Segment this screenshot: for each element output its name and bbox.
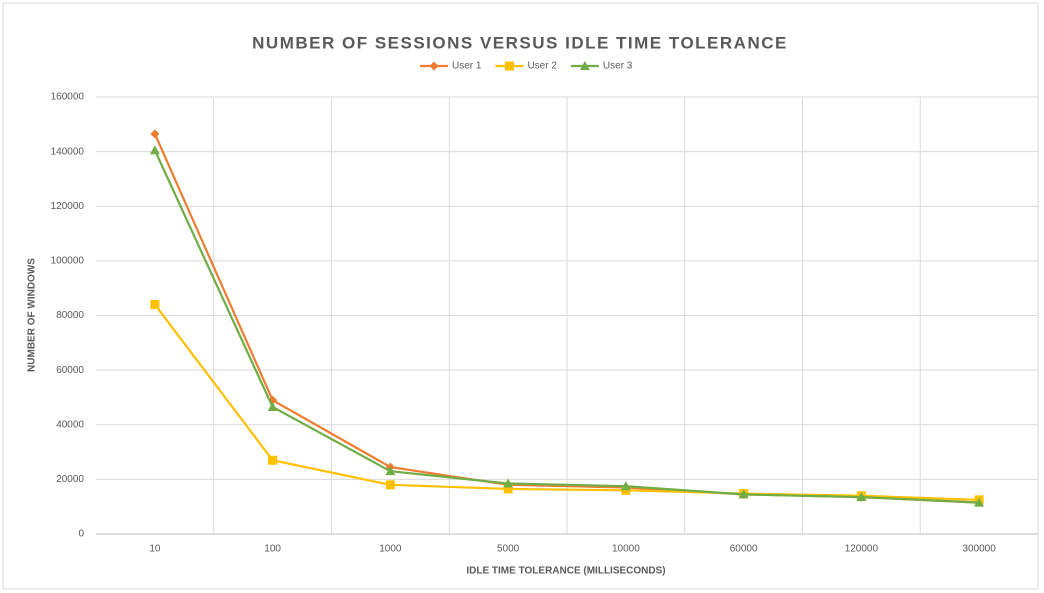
- series-line: [153, 303, 980, 501]
- y-tick-label: 100000: [51, 256, 85, 267]
- legend-label: User 3: [603, 61, 633, 72]
- y-tick-label: 120000: [51, 201, 85, 212]
- marker: [974, 497, 985, 507]
- marker: [856, 492, 867, 502]
- y-tick-label: 20000: [56, 474, 84, 485]
- marker: [150, 300, 160, 310]
- chart-title: NUMBER OF SESSIONS VERSUS IDLE TIME TOLE…: [252, 33, 788, 52]
- x-tick-label: 100: [264, 544, 281, 555]
- x-tick-label: 1000: [379, 544, 402, 555]
- marker: [267, 401, 278, 411]
- y-tick-label: 40000: [56, 419, 84, 430]
- marker: [503, 484, 513, 494]
- marker: [620, 481, 631, 491]
- marker: [385, 480, 395, 490]
- marker: [429, 61, 439, 71]
- y-tick-label: 60000: [56, 365, 84, 376]
- marker: [503, 478, 514, 488]
- y-axis-title: NUMBER OF WINDOWS: [27, 258, 38, 372]
- y-tick-label: 0: [78, 529, 84, 540]
- marker: [621, 485, 631, 495]
- marker: [385, 466, 396, 476]
- legend-label: User 2: [527, 61, 557, 72]
- x-tick-label: 300000: [962, 544, 996, 555]
- y-tick-label: 140000: [51, 146, 85, 157]
- marker: [268, 455, 278, 465]
- marker: [738, 489, 749, 499]
- legend-label: User 1: [452, 61, 482, 72]
- x-tick-label: 10000: [612, 544, 640, 555]
- y-tick-label: 160000: [51, 92, 85, 103]
- x-tick-label: 10: [149, 544, 161, 555]
- x-tick-label: 60000: [730, 544, 758, 555]
- y-tick-label: 80000: [56, 310, 84, 321]
- x-axis-title: IDLE TIME TOLERANCE (MILLISECONDS): [466, 566, 665, 577]
- marker: [579, 61, 590, 70]
- marker: [504, 61, 514, 71]
- x-tick-label: 120000: [845, 544, 879, 555]
- marker: [149, 145, 160, 155]
- x-tick-label: 5000: [497, 544, 520, 555]
- series-line: [153, 149, 980, 504]
- marker: [150, 129, 160, 139]
